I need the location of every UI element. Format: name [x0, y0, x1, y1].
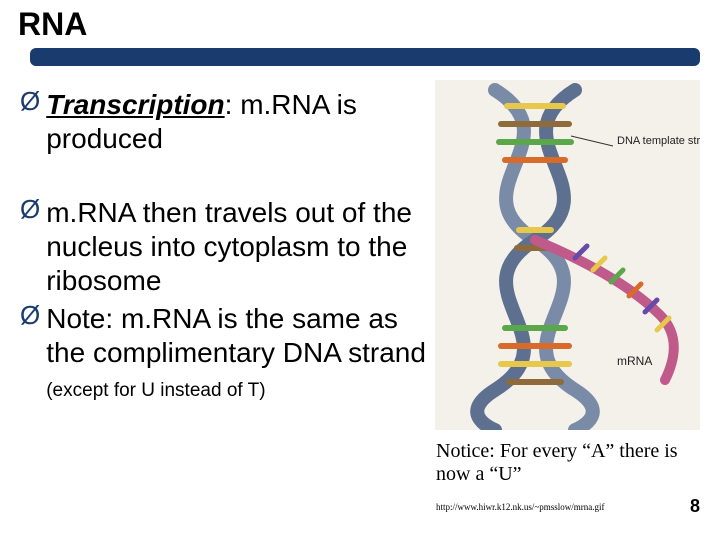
- dna-mrna-svg: DNA template strand mRNA: [435, 80, 700, 430]
- slide: RNA Ø Transcription: m.RNA is produced Ø…: [0, 0, 720, 540]
- bullet-text: m.RNA then travels out of the nucleus in…: [46, 196, 430, 298]
- slide-title: RNA: [18, 6, 87, 43]
- bullet-3: Ø Note: m.RNA is the same as the complim…: [20, 302, 430, 408]
- bullet-text-content: m.RNA then travels out of the nucleus in…: [46, 197, 412, 296]
- bullet-1: Ø Transcription: m.RNA is produced: [20, 88, 420, 156]
- transcription-illustration: DNA template strand mRNA: [435, 80, 700, 430]
- label-template-strand: DNA template strand: [617, 135, 700, 147]
- bullet-marker: Ø: [20, 196, 40, 222]
- bullet-text: Transcription: m.RNA is produced: [46, 88, 420, 156]
- bullet-marker: Ø: [20, 302, 40, 328]
- term-transcription: Transcription: [46, 89, 224, 120]
- page-number: 8: [690, 496, 700, 517]
- bullet-marker: Ø: [20, 88, 40, 114]
- caption-notice: Notice: For every “A” there is now a “U”: [436, 440, 706, 486]
- image-source-url: http://www.hiwr.k12.nk.us/~pmsslow/mrna.…: [436, 502, 605, 512]
- bullet-2: Ø m.RNA then travels out of the nucleus …: [20, 196, 430, 298]
- label-mrna: mRNA: [617, 354, 652, 368]
- bullet-text-paren: (except for U instead of T): [46, 380, 265, 401]
- title-underline: [30, 48, 700, 66]
- bullet-text-main: Note: m.RNA is the same as the complimen…: [46, 303, 426, 368]
- bullet-text: Note: m.RNA is the same as the complimen…: [46, 302, 430, 408]
